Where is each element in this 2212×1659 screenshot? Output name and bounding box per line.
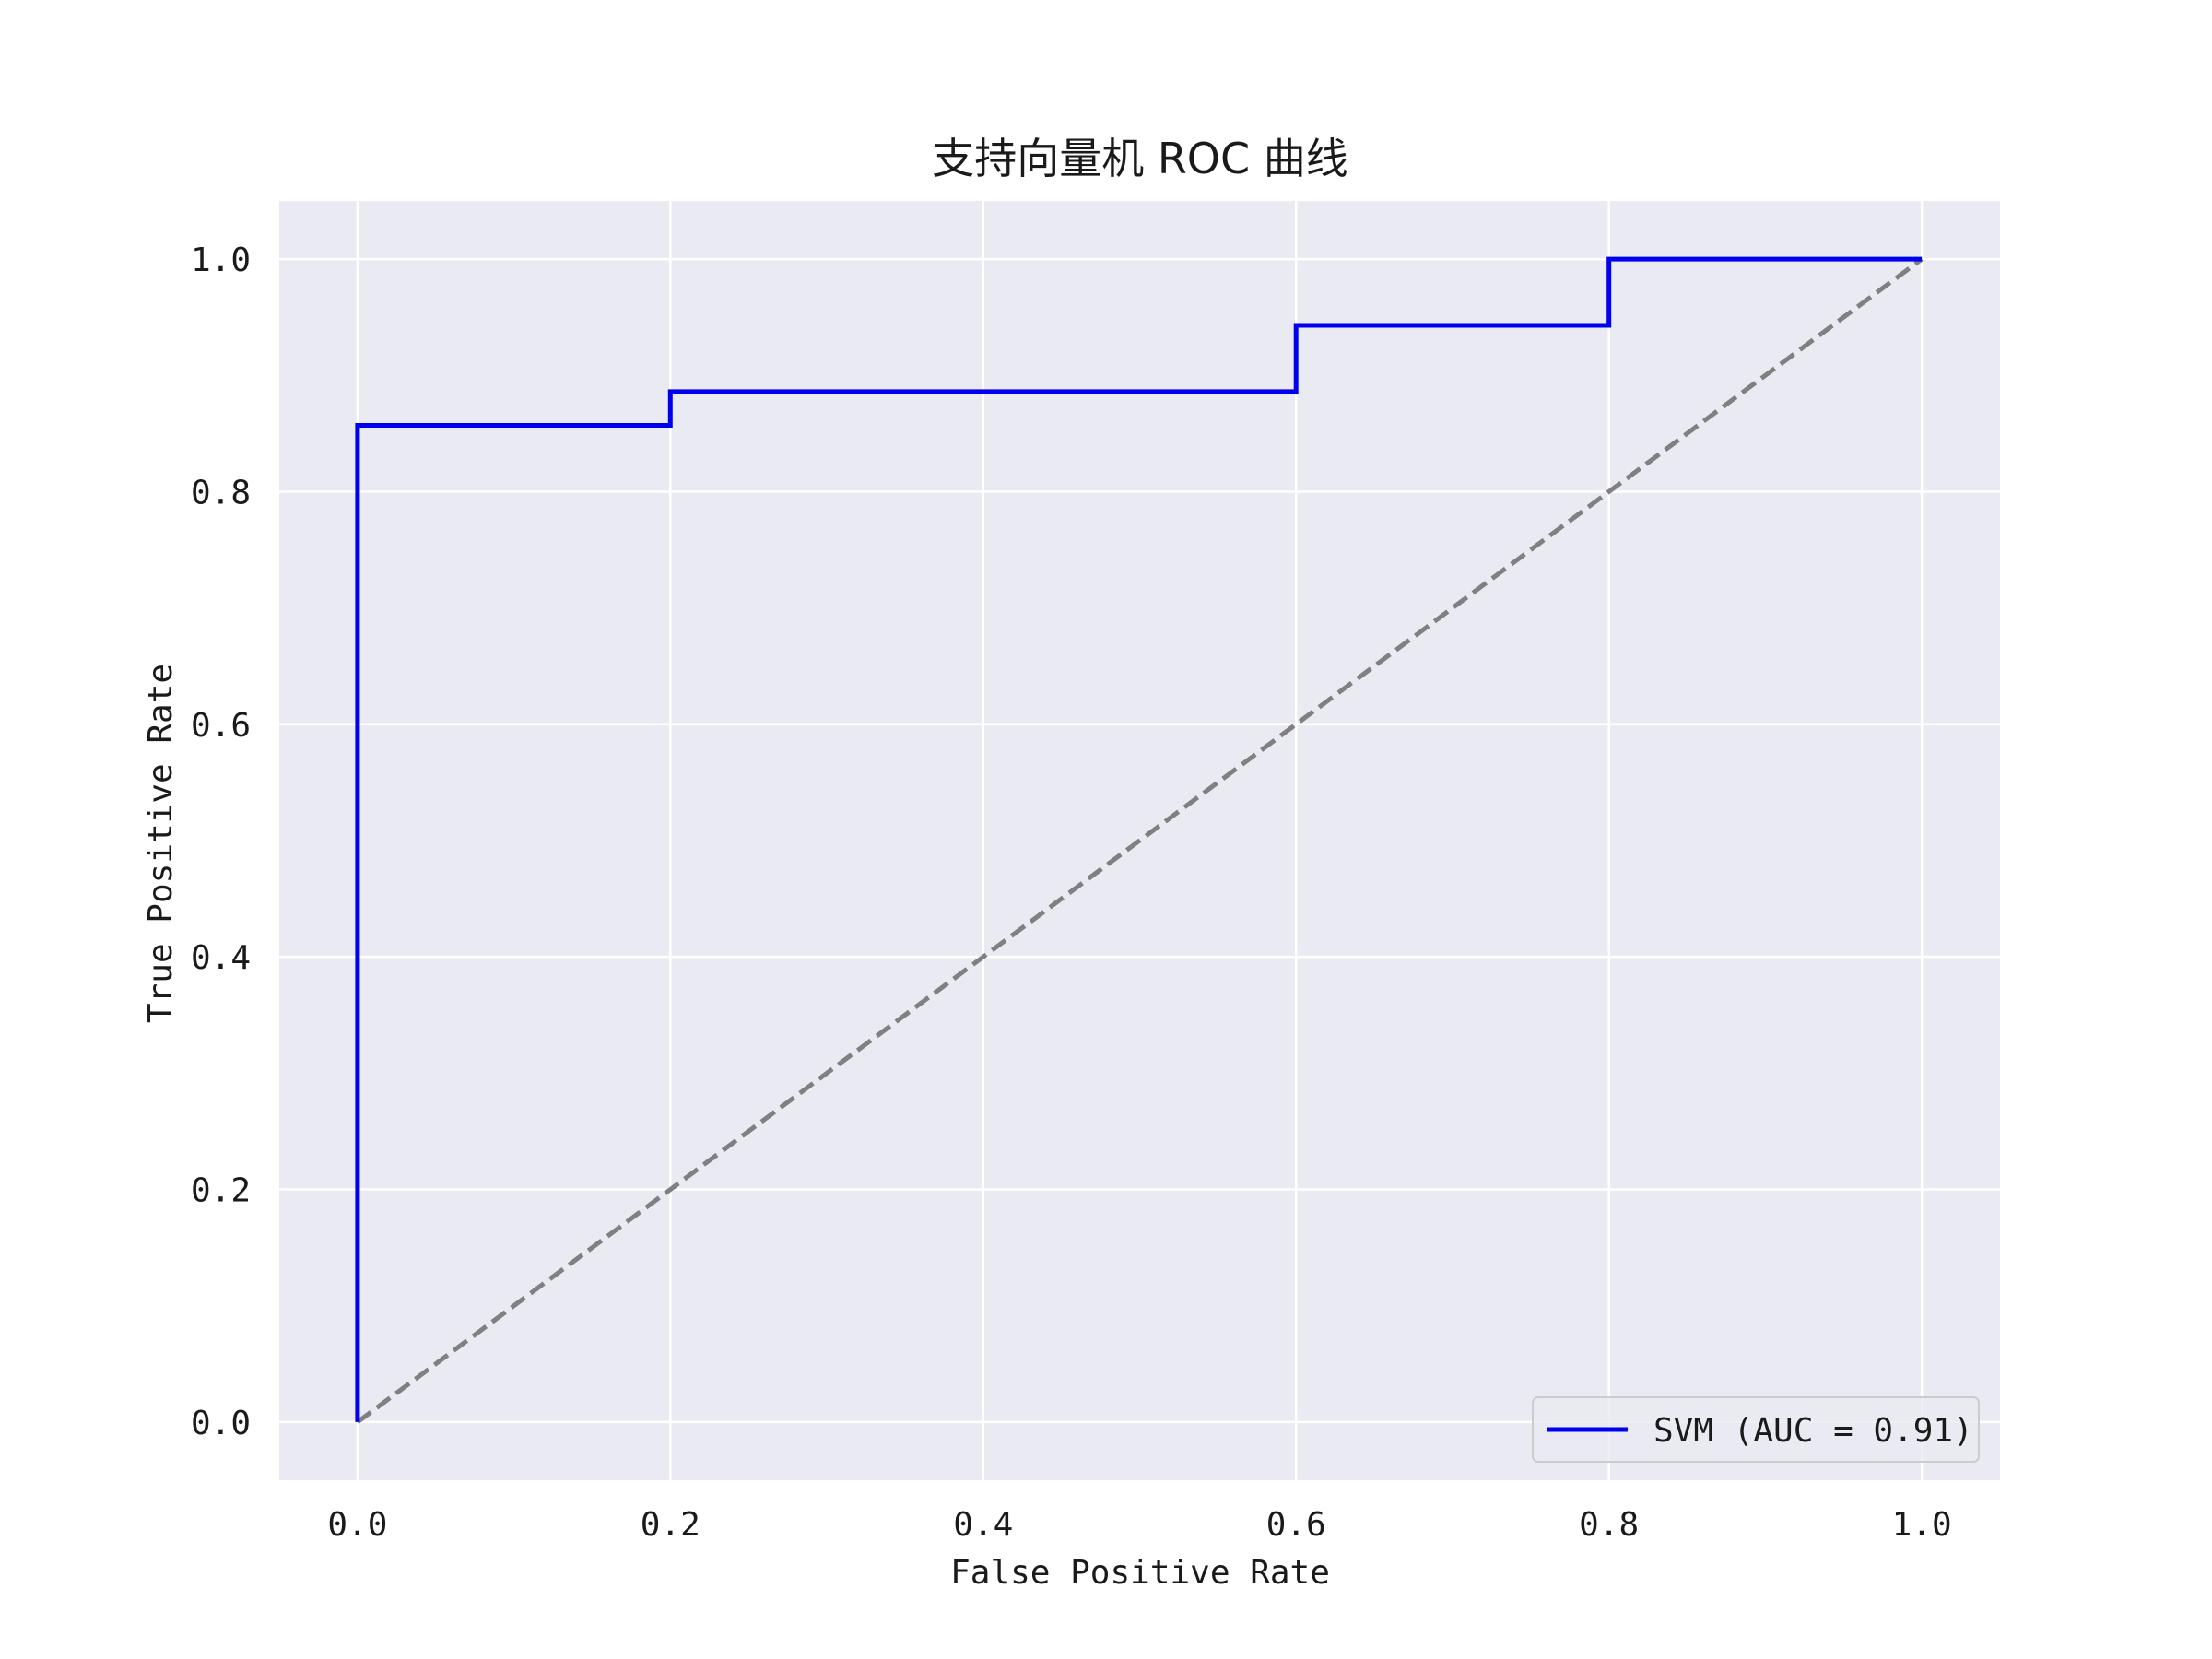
y-tick-label: 0.2: [191, 1172, 251, 1210]
plot-area: [279, 201, 2000, 1480]
legend-box: [1532, 1396, 1980, 1463]
grid: [279, 201, 2000, 1480]
x-tick-label: 0.2: [641, 1506, 700, 1544]
y-tick-label: 0.4: [191, 939, 251, 977]
x-tick-label: 0.0: [327, 1506, 387, 1544]
y-tick-label: 0.8: [191, 474, 251, 512]
x-tick-label: 0.6: [1266, 1506, 1326, 1544]
series-lines: [355, 256, 1924, 1424]
y-axis-label: True Positive Rate: [142, 664, 180, 1023]
legend: SVM (AUC = 0.91): [1532, 1396, 1980, 1463]
x-tick-label: 0.4: [953, 1506, 1013, 1544]
x-tick-label: 0.8: [1579, 1506, 1639, 1544]
y-tick-label: 0.6: [191, 707, 251, 745]
x-axis-label: False Positive Rate: [950, 1554, 1330, 1592]
x-tick-label: 1.0: [1892, 1506, 1952, 1544]
chart-title: 支持向量机 ROC 曲线: [932, 134, 1348, 183]
x-axis-ticks: 0.0 0.2 0.4 0.6 0.8 1.0: [327, 1506, 1951, 1544]
diagonal-reference-line: [356, 257, 1924, 1424]
y-tick-label: 0.0: [191, 1405, 251, 1442]
y-tick-label: 1.0: [191, 241, 251, 279]
roc-curve-line: [355, 256, 1923, 1422]
y-axis-ticks: 0.0 0.2 0.4 0.6 0.8 1.0: [191, 241, 251, 1442]
legend-label: SVM (AUC = 0.91): [1653, 1412, 1973, 1450]
